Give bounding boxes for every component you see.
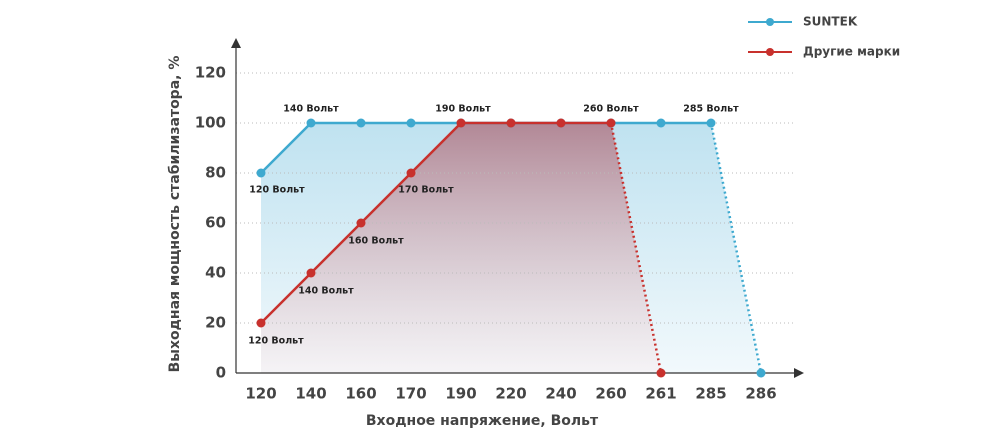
y-tick-label: 0 [216, 364, 226, 382]
x-axis-title: Входное напряжение, Вольт [366, 413, 599, 429]
x-tick-label: 260 [595, 385, 626, 403]
legend-marker [766, 48, 774, 56]
y-tick-label: 100 [195, 114, 226, 132]
annotation: 140 Вольт [298, 286, 354, 297]
x-tick-label: 285 [695, 385, 726, 403]
annotation: 120 Вольт [248, 336, 304, 347]
area [261, 123, 661, 373]
point [756, 368, 766, 378]
x-tick-label: 160 [345, 385, 376, 403]
legend-label: Другие марки [803, 45, 900, 59]
point [456, 118, 466, 128]
y-tick-label: 20 [205, 314, 226, 332]
point [706, 118, 716, 128]
point [506, 118, 516, 128]
x-tick-label: 120 [245, 385, 276, 403]
point [406, 168, 416, 178]
y-axis-arrow [231, 38, 241, 48]
y-tick-label: 80 [205, 164, 226, 182]
line [260, 121, 611, 324]
annotation: 170 Вольт [398, 185, 454, 196]
point [606, 118, 616, 128]
x-tick-label: 170 [395, 385, 426, 403]
point [306, 118, 316, 128]
x-tick-label: 286 [745, 385, 776, 403]
annotation: 140 Вольт [283, 104, 339, 115]
point [256, 168, 266, 178]
point [356, 118, 366, 128]
point [406, 118, 416, 128]
y-tick-label: 40 [205, 264, 226, 282]
annotation: 160 Вольт [348, 236, 404, 247]
point [356, 218, 366, 228]
point [656, 118, 666, 128]
x-tick-label: 261 [645, 385, 676, 403]
x-tick-label: 220 [495, 385, 526, 403]
annotation: 285 Вольт [683, 104, 739, 115]
x-tick-label: 190 [445, 385, 476, 403]
annotation: 190 Вольт [435, 104, 491, 115]
legend-marker [766, 18, 774, 26]
x-tick-label: 240 [545, 385, 576, 403]
point [556, 118, 566, 128]
point [306, 268, 316, 278]
point [256, 318, 266, 328]
y-tick-label: 120 [195, 64, 226, 82]
annotation: 120 Вольт [249, 185, 305, 196]
y-axis-title: Выходная мощность стабилизатора, % [167, 56, 183, 373]
y-tick-label: 60 [205, 214, 226, 232]
annotation: 260 Вольт [583, 104, 639, 115]
point [656, 368, 666, 378]
x-tick-label: 140 [295, 385, 326, 403]
x-axis-arrow [794, 368, 804, 378]
legend-label: SUNTEK [803, 15, 858, 29]
